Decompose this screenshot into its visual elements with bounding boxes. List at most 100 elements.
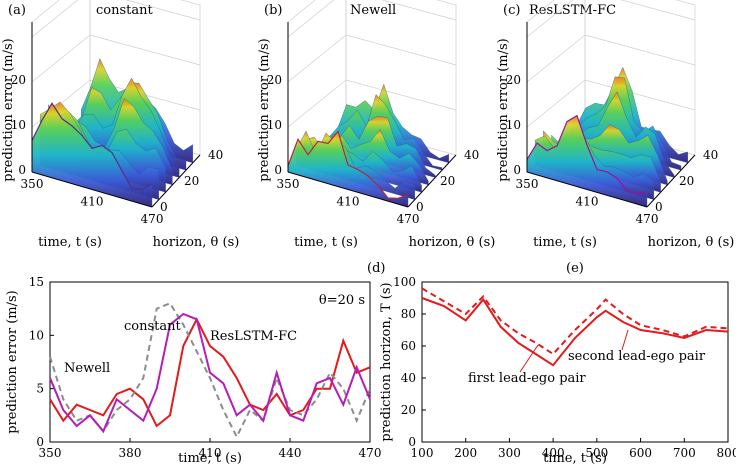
surface-edge: [526, 114, 648, 195]
x-tick-label: 300: [498, 446, 521, 460]
x-tick-label: 350: [277, 177, 300, 191]
x-tick-label: 470: [141, 212, 164, 226]
x-tick-label: 400: [542, 446, 565, 460]
grid-line: [31, 34, 91, 83]
panel-letter: (a): [8, 3, 26, 18]
z-tick-label: 0: [513, 163, 521, 177]
y-tick-label: 40: [703, 148, 718, 162]
x-tick-label: 470: [359, 446, 382, 460]
y-axis-label: prediction horizon, T (s): [379, 282, 394, 441]
x-tick-label: 800: [717, 446, 736, 460]
grid-line: [125, 0, 201, 21]
x-tick-label: 350: [39, 446, 62, 460]
panel-letter: (c): [503, 3, 520, 18]
y-axis-label: horizon, θ (s): [153, 235, 240, 250]
label-first-pair: first lead-ego pair: [468, 371, 586, 386]
y-tick-label: 0: [416, 200, 424, 214]
panel-letter-d: (d): [367, 261, 385, 276]
x-tick-label: 600: [629, 446, 652, 460]
x-axis-label: time, t (s): [38, 235, 102, 250]
chart-e: 100 200 300 400 500 600 700 800 0 20 40 60 80 100 fir…: [379, 275, 736, 466]
y-tick-label: 15: [29, 275, 44, 289]
z-tick-label: 0: [274, 163, 282, 177]
label-reslstm: ResLSTM-FC: [210, 329, 297, 344]
chart-d: 350 380 410 440 470 0 5 10 15 θ=20 s Newell cons…: [5, 275, 381, 466]
panel-letter: (b): [264, 3, 282, 18]
y-tick-label: 5: [36, 382, 44, 396]
x-axis-label: time, t (s): [294, 235, 358, 250]
x-tick-label: 350: [21, 177, 44, 191]
grid-line: [620, 0, 696, 21]
grid-line: [287, 34, 347, 83]
y-tick-label: 20: [401, 403, 416, 417]
panel-a: (a) constant 0102035041047002040predicti…: [1, 0, 239, 250]
x-tick-label: 470: [397, 212, 420, 226]
y-tick-label: 100: [393, 275, 416, 289]
y-axis-label: horizon, θ (s): [409, 235, 496, 250]
grid-line: [89, 34, 201, 66]
z-tick-label: 10: [11, 118, 26, 132]
x-tick-label: 410: [199, 446, 222, 460]
series-line-second-lead-ego-pair: [421, 287, 729, 356]
y-tick-label: 10: [29, 328, 44, 342]
panel-title: ResLSTM-FC: [529, 3, 616, 18]
grid-line: [381, 0, 457, 21]
x-tick-label: 700: [673, 446, 696, 460]
grid-line: [526, 79, 586, 128]
label-second-pair: second lead-ego pair: [568, 349, 706, 364]
grid-line: [287, 0, 335, 38]
y-axis-label: prediction error (m/s): [5, 290, 20, 434]
series-line-first-lead-ego-pair: [421, 297, 729, 367]
z-tick-label: 20: [267, 73, 282, 87]
label-pointer: [519, 344, 539, 373]
surface-edge: [31, 102, 153, 191]
series-line-reslstm-fc: [49, 312, 371, 434]
annotation: θ=20 s: [319, 293, 365, 308]
x-tick-label: 410: [337, 195, 360, 209]
y-tick-label: 40: [208, 148, 223, 162]
z-tick-label: 20: [11, 73, 26, 87]
x-tick-label: 500: [585, 446, 608, 460]
x-axis: [287, 171, 409, 208]
y-tick-label: 80: [401, 307, 416, 321]
x-axis-label: time, t (s): [533, 235, 597, 250]
x-tick-label: 200: [454, 446, 477, 460]
x-tick-label: 440: [279, 446, 302, 460]
panel-title: constant: [96, 3, 153, 18]
grid-line: [345, 34, 457, 66]
z-tick-label: 20: [506, 73, 521, 87]
x-axis-label: time, t (s): [543, 451, 607, 466]
x-tick-label: 380: [119, 446, 142, 460]
y-tick-label: 0: [36, 435, 44, 449]
z-axis-label: prediction error (m/s): [1, 38, 16, 182]
panel-title: Newell: [350, 3, 396, 18]
panel-b: (b) Newell 0102035041047002040prediction…: [257, 0, 495, 250]
grid-line: [584, 79, 696, 111]
x-axis: [526, 171, 648, 208]
y-tick-label: 0: [160, 200, 168, 214]
z-tick-label: 0: [18, 163, 26, 177]
y-tick-label: 60: [401, 339, 416, 353]
z-axis-label: prediction error (m/s): [496, 38, 511, 182]
y-tick-label: 0: [655, 200, 663, 214]
x-axis-label: time, t (s): [178, 451, 242, 466]
x-tick-label: 470: [636, 212, 659, 226]
series-line-newell: [49, 317, 371, 428]
x-tick-label: 410: [576, 195, 599, 209]
surface-edge: [287, 130, 409, 199]
grid-line: [345, 79, 457, 111]
grid-line: [287, 79, 347, 128]
label-constant: constant: [124, 319, 181, 334]
y-axis: [646, 154, 696, 208]
grid-line: [526, 0, 574, 38]
grid-line: [526, 34, 586, 83]
y-axis: [407, 154, 457, 208]
y-tick-label: 40: [401, 371, 416, 385]
y-tick-label: 20: [679, 174, 694, 188]
grid-line: [31, 0, 79, 38]
x-tick-label: 350: [516, 177, 539, 191]
z-tick-label: 10: [506, 118, 521, 132]
label-newell: Newell: [64, 361, 110, 376]
y-axis: [151, 154, 201, 208]
